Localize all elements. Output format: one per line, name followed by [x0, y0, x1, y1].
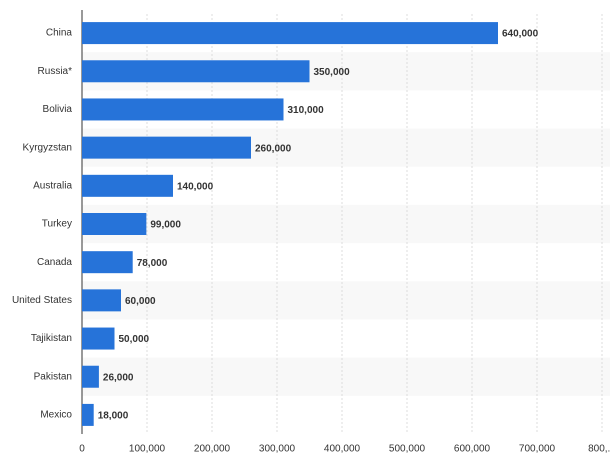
value-label: 99,000	[150, 220, 181, 231]
bar	[82, 289, 121, 312]
value-label: 18,000	[98, 411, 129, 422]
x-tick-label: 600,000	[454, 444, 491, 455]
bar	[82, 98, 284, 121]
bar	[82, 136, 251, 159]
x-tick-label: 0	[79, 444, 85, 455]
bar	[82, 365, 99, 388]
y-tick-label: Turkey	[42, 219, 72, 230]
bar	[82, 174, 173, 197]
value-label: 260,000	[255, 143, 292, 154]
bar	[82, 251, 133, 274]
y-tick-label: China	[46, 28, 73, 39]
y-tick-label: Canada	[37, 257, 72, 268]
value-label: 78,000	[137, 258, 168, 269]
x-tick-label: 400,000	[324, 444, 361, 455]
x-tick-label: 200,000	[194, 444, 231, 455]
value-label: 60,000	[125, 296, 156, 307]
x-tick-label: 800,...	[588, 444, 610, 455]
y-tick-label: Russia*	[38, 66, 73, 77]
row-stripe	[82, 281, 610, 320]
row-stripe	[82, 357, 610, 396]
x-tick-label: 500,000	[389, 444, 426, 455]
value-label: 26,000	[103, 372, 134, 383]
y-tick-label: Australia	[33, 180, 72, 191]
bar	[82, 403, 94, 426]
value-label: 50,000	[119, 334, 150, 345]
bar	[82, 327, 115, 350]
value-label: 350,000	[314, 67, 351, 78]
bar	[82, 60, 310, 83]
x-tick-label: 100,000	[129, 444, 166, 455]
value-label: 140,000	[177, 181, 214, 192]
y-tick-label: Tajikistan	[31, 333, 72, 344]
bar	[82, 22, 498, 45]
y-tick-label: Pakistan	[34, 371, 72, 382]
x-tick-label: 700,000	[519, 444, 556, 455]
value-label: 640,000	[502, 29, 539, 40]
y-tick-label: Mexico	[40, 410, 72, 421]
bar	[82, 213, 147, 235]
row-stripe	[82, 204, 610, 244]
x-tick-label: 300,000	[259, 444, 296, 455]
y-tick-label: Bolivia	[43, 104, 73, 115]
y-tick-label: Kyrgyzstan	[23, 142, 72, 153]
value-label: 310,000	[288, 105, 325, 116]
y-tick-label: United States	[12, 295, 72, 306]
